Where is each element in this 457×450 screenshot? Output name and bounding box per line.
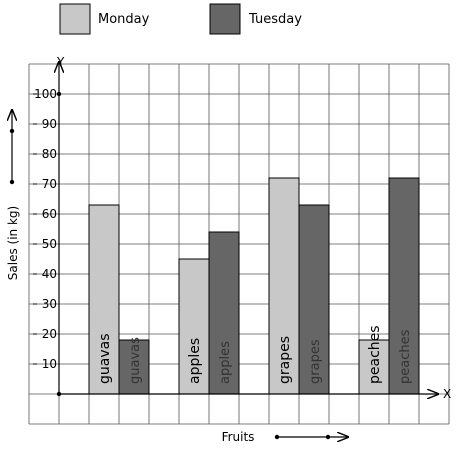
y-tick-label: 40 (42, 267, 57, 281)
y-tick-label: 20 (42, 327, 57, 341)
x-axis-label: Fruits (222, 430, 255, 444)
bar-label-guavas-tuesday: guavas (128, 337, 143, 384)
legend-swatch-tuesday (209, 3, 241, 35)
origin-dot (56, 391, 62, 397)
legend-swatch-monday (59, 3, 91, 35)
y-tick-label: 50 (42, 237, 57, 251)
bar-guavas-monday (88, 204, 120, 395)
y-tick-label: 90 (42, 117, 57, 131)
y-axis-label: Sales (in kg) (6, 206, 20, 280)
legend-label-monday: Monday (98, 12, 150, 27)
bar-label-peaches-tuesday: peaches (398, 329, 413, 384)
y-tick-label: 80 (42, 147, 57, 161)
x-axis-name: X (443, 387, 451, 401)
y-tick-label: 100 (34, 87, 57, 101)
y-tick-label: 70 (42, 177, 57, 191)
bar-label-peaches-monday: peaches (367, 325, 383, 384)
bar-label-guavas-monday: guavas (97, 334, 113, 385)
y-axis-name: Y (56, 55, 65, 69)
bar-label-grapes-tuesday: grapes (308, 339, 323, 384)
x-direction-arrow (274, 435, 348, 439)
legend: Monday Tuesday (59, 3, 302, 35)
legend-label-tuesday: Tuesday (248, 12, 302, 27)
y-tick-label: 10 (42, 357, 57, 371)
bar-labels: guavas guavas apples apples grapes grapes peac… (97, 325, 413, 384)
bar-label-grapes-monday: grapes (277, 336, 293, 384)
axes: Y X (56, 55, 451, 401)
bar-grapes-monday (268, 177, 300, 395)
y-top-dot (56, 91, 62, 97)
bar-label-apples-tuesday: apples (218, 341, 233, 384)
y-tick-label: 60 (42, 207, 57, 221)
bar-grapes-tuesday (298, 204, 330, 395)
y-tick-label: 30 (42, 297, 57, 311)
y-tick-labels: 10 20 30 40 50 60 70 80 90 100 (33, 87, 57, 371)
bar-label-apples-monday: apples (187, 338, 203, 384)
bars (88, 177, 420, 395)
bar-peaches-tuesday (388, 177, 420, 395)
y-direction-arrow (10, 110, 14, 185)
